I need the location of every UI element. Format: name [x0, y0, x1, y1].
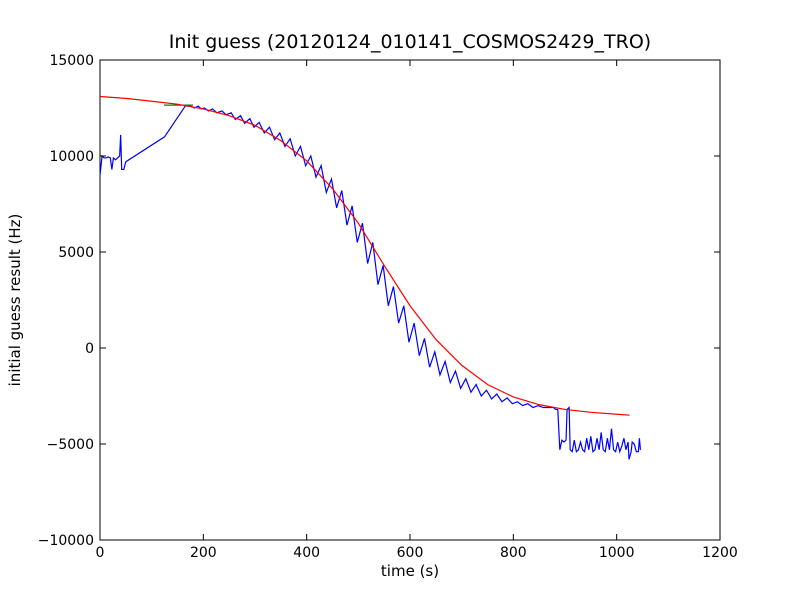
y-tick-label: 0 — [85, 341, 94, 357]
y-axis-label: initial guess result (Hz) — [6, 214, 24, 387]
chart-title: Init guess (20120124_010141_COSMOS2429_T… — [169, 31, 651, 53]
x-tick-label: 1000 — [599, 545, 635, 561]
y-tick-label: 5000 — [58, 245, 94, 261]
x-tick-label: 400 — [293, 545, 320, 561]
y-tick-label: −5000 — [47, 437, 94, 453]
y-tick-label: 15000 — [49, 53, 94, 69]
x-tick-label: 0 — [96, 545, 105, 561]
series-line-3 — [99, 95, 630, 416]
series-layer — [99, 95, 642, 460]
x-tick-label: 1200 — [702, 545, 738, 561]
tick-layer: 0 200 400 600 800 1000 1200 −10000 −5000 0 5000 100… — [38, 53, 738, 561]
series-line-1 — [99, 105, 642, 460]
y-tick-label: 10000 — [49, 149, 94, 165]
x-tick-label: 600 — [397, 545, 424, 561]
x-tick-label: 200 — [190, 545, 217, 561]
y-tick-label: −10000 — [38, 533, 94, 549]
x-axis-label: time (s) — [381, 562, 439, 580]
x-tick-label: 800 — [500, 545, 527, 561]
